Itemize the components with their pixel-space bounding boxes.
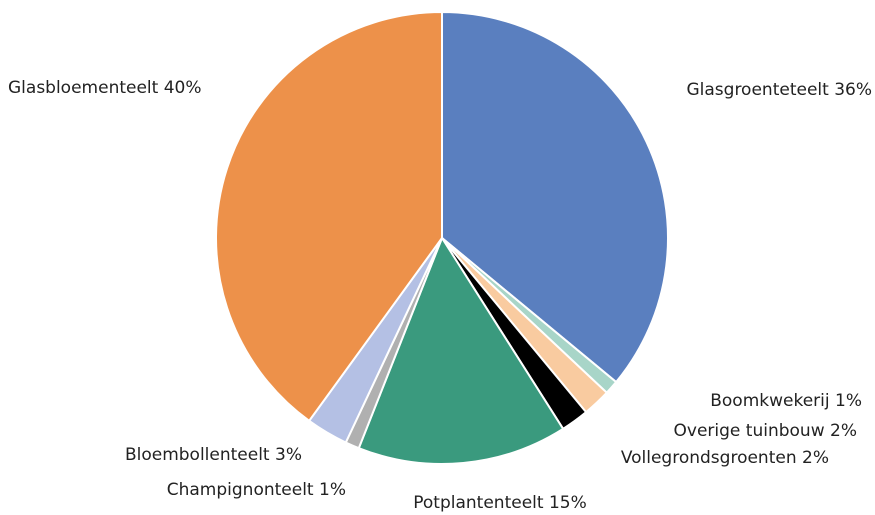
slice-value: 2% xyxy=(830,421,857,441)
slice-name: Bloembollenteelt xyxy=(125,445,270,465)
slice-label: Vollegrondsgroenten 2% xyxy=(621,448,829,468)
slice-label: Glasgroenteteelt 36% xyxy=(686,80,872,100)
slice-label: Champignonteelt 1% xyxy=(167,480,346,500)
slice-name: Glasgroenteteelt xyxy=(686,80,829,100)
pie-slice xyxy=(441,10,669,384)
slice-name: Boomkwekerij xyxy=(710,391,829,411)
pie-slice xyxy=(357,235,565,465)
slice-name: Overige tuinbouw xyxy=(674,421,825,441)
slice-value: 3% xyxy=(275,445,302,465)
slice-label: Potplantenteelt 15% xyxy=(413,493,587,513)
slice-label: Glasbloementeelt 40% xyxy=(8,78,202,98)
slice-value: 36% xyxy=(834,80,872,100)
slice-name: Glasbloementeelt xyxy=(8,78,159,98)
pie-slice xyxy=(215,10,443,423)
slice-value: 1% xyxy=(319,480,346,500)
slice-label: Boomkwekerij 1% xyxy=(710,391,862,411)
slice-value: 2% xyxy=(802,448,829,468)
slice-name: Potplantenteelt xyxy=(413,493,544,513)
slice-label: Bloembollenteelt 3% xyxy=(125,445,302,465)
slice-name: Vollegrondsgroenten xyxy=(621,448,797,468)
slice-label: Overige tuinbouw 2% xyxy=(674,421,857,441)
slice-value: 40% xyxy=(164,78,202,98)
slice-value: 1% xyxy=(835,391,862,411)
slice-name: Champignonteelt xyxy=(167,480,314,500)
slice-value: 15% xyxy=(549,493,587,513)
